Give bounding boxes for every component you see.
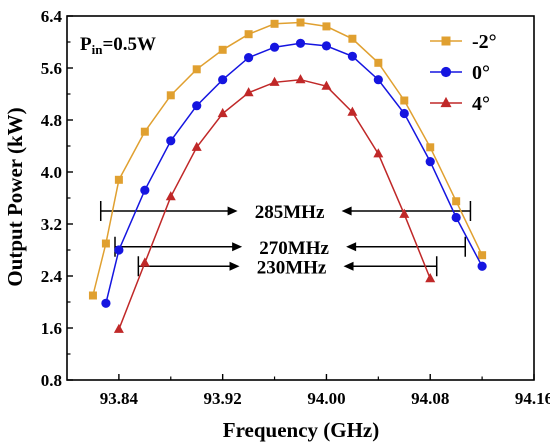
bandwidth-arrow-right [229, 261, 240, 271]
bandwidth-marker: 230MHz [137, 256, 438, 278]
plot-frame [66, 15, 535, 381]
data-point-circle [295, 38, 306, 48]
data-point-square [322, 22, 331, 31]
y-tick-label: 0.8 [41, 371, 62, 390]
legend-item: -2° [430, 31, 497, 53]
data-point-square [452, 197, 461, 206]
data-point-square [270, 19, 279, 28]
y-tick-label: 6.4 [41, 7, 63, 26]
data-point-circle [166, 136, 176, 146]
data-point-triangle [347, 106, 358, 116]
data-point-circle [101, 298, 111, 308]
data-point-square [114, 175, 123, 184]
data-point-square [441, 36, 451, 46]
legend-label: 4° [472, 93, 490, 115]
data-point-square [426, 143, 435, 152]
series-triangle [113, 74, 436, 333]
data-point-circle [399, 108, 409, 119]
data-point-triangle [217, 107, 228, 118]
data-point-square [400, 96, 409, 105]
data-point-square [374, 58, 383, 67]
legend-item: 0° [430, 62, 490, 84]
bandwidth-marker: 270MHz [114, 236, 466, 259]
bandwidth-arrow-right [227, 206, 238, 216]
data-point-triangle [139, 257, 150, 267]
bandwidth-arrow-left [343, 261, 354, 271]
bandwidth-label: 285MHz [255, 202, 325, 223]
x-axis-label: Frequency (GHz) [223, 418, 380, 442]
data-point-triangle [399, 208, 410, 218]
data-point-square [192, 65, 201, 74]
data-point-triangle [113, 323, 124, 333]
y-tick-label: 2.4 [41, 267, 63, 286]
data-point-triangle [269, 76, 280, 86]
bandwidth-arrow-left [346, 242, 357, 252]
data-point-triangle [191, 141, 202, 151]
data-point-circle [114, 245, 124, 255]
y-tick-label: 5.6 [41, 59, 62, 78]
data-point-square [140, 127, 149, 136]
legend-label: -2° [472, 31, 497, 53]
annotation-main: P [80, 34, 92, 55]
data-point-square [88, 291, 97, 300]
data-point-triangle [373, 148, 384, 158]
data-point-circle [477, 261, 487, 271]
bandwidth-label: 230MHz [257, 257, 327, 278]
x-tick-label: 94.00 [307, 389, 345, 408]
data-point-circle [218, 75, 228, 85]
data-point-circle [269, 42, 280, 52]
series-circle [101, 38, 487, 308]
legend: -2° 0° 4° [430, 31, 497, 115]
data-point-circle [347, 51, 357, 61]
data-point-square [296, 18, 305, 27]
bandwidth-arrow-left [341, 206, 352, 216]
series-layer [88, 18, 487, 333]
data-point-triangle [321, 80, 332, 90]
data-point-circle [244, 53, 254, 63]
bandwidth-label: 270MHz [259, 238, 329, 259]
x-tick-label: 93.92 [204, 389, 242, 408]
y-tick-label: 3.2 [41, 215, 62, 234]
legend-item: 4° [430, 93, 490, 115]
data-point-square [101, 239, 110, 248]
data-point-circle [192, 101, 202, 111]
x-tick-label: 94.08 [411, 389, 449, 408]
data-point-circle [425, 157, 435, 167]
data-point-circle [440, 66, 452, 78]
bandwidth-arrow-right [232, 242, 243, 252]
x-tick-label: 94.16 [515, 389, 550, 408]
axes-layer: 93.84 93.92 94.00 94.08 94.16 0.8 1.6 2.4 3.2 4.0… [41, 7, 550, 408]
annotation-rest: =0.5W [102, 34, 156, 55]
data-point-square [244, 30, 253, 39]
data-point-triangle [165, 191, 176, 201]
input-power-annotation: Pin=0.5W [80, 34, 156, 57]
y-tick-label: 4.8 [41, 111, 62, 130]
y-tick-label: 1.6 [41, 319, 62, 338]
data-point-square [166, 91, 175, 100]
data-point-triangle [295, 74, 306, 84]
data-point-triangle [425, 273, 436, 283]
x-tick-label: 93.84 [100, 389, 139, 408]
data-point-circle [451, 212, 461, 223]
bandwidth-marker: 285MHz [99, 201, 472, 223]
data-point-square [348, 34, 357, 43]
series-square [88, 18, 487, 300]
y-axis-label: Output Power (kW) [3, 107, 27, 286]
data-point-triangle [440, 96, 452, 108]
legend-label: 0° [472, 62, 490, 84]
y-tick-label: 4.0 [41, 163, 62, 182]
data-point-square [218, 45, 227, 54]
data-point-circle [373, 75, 383, 85]
data-point-circle [140, 185, 150, 195]
data-point-circle [321, 41, 332, 51]
data-point-square [478, 251, 487, 260]
data-point-triangle [243, 87, 254, 97]
annotation-subscript: in [92, 42, 104, 57]
series-line [105, 42, 483, 304]
